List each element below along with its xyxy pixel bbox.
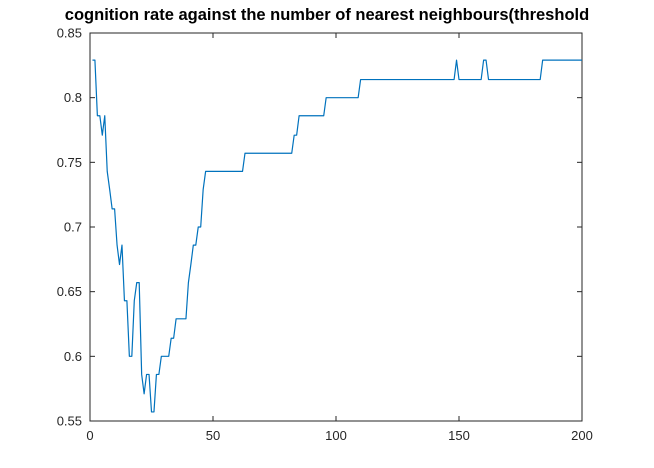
x-tick-label: 100 [325, 428, 347, 443]
chart-title: cognition rate against the number of nea… [64, 6, 590, 24]
y-tick-label: 0.75 [57, 155, 82, 170]
x-tick-label: 150 [448, 428, 470, 443]
y-tick-label: 0.55 [57, 414, 82, 429]
x-tick-label: 200 [571, 428, 593, 443]
y-tick-label: 0.6 [64, 349, 82, 364]
series-line [92, 59, 582, 413]
y-tick-label: 0.85 [57, 26, 82, 41]
y-tick-label: 0.65 [57, 284, 82, 299]
y-tick-label: 0.7 [64, 220, 82, 235]
plot-area-box [89, 32, 583, 422]
y-tick-label: 0.8 [64, 90, 82, 105]
x-tick-label: 0 [86, 428, 93, 443]
x-tick-label: 50 [206, 428, 220, 443]
